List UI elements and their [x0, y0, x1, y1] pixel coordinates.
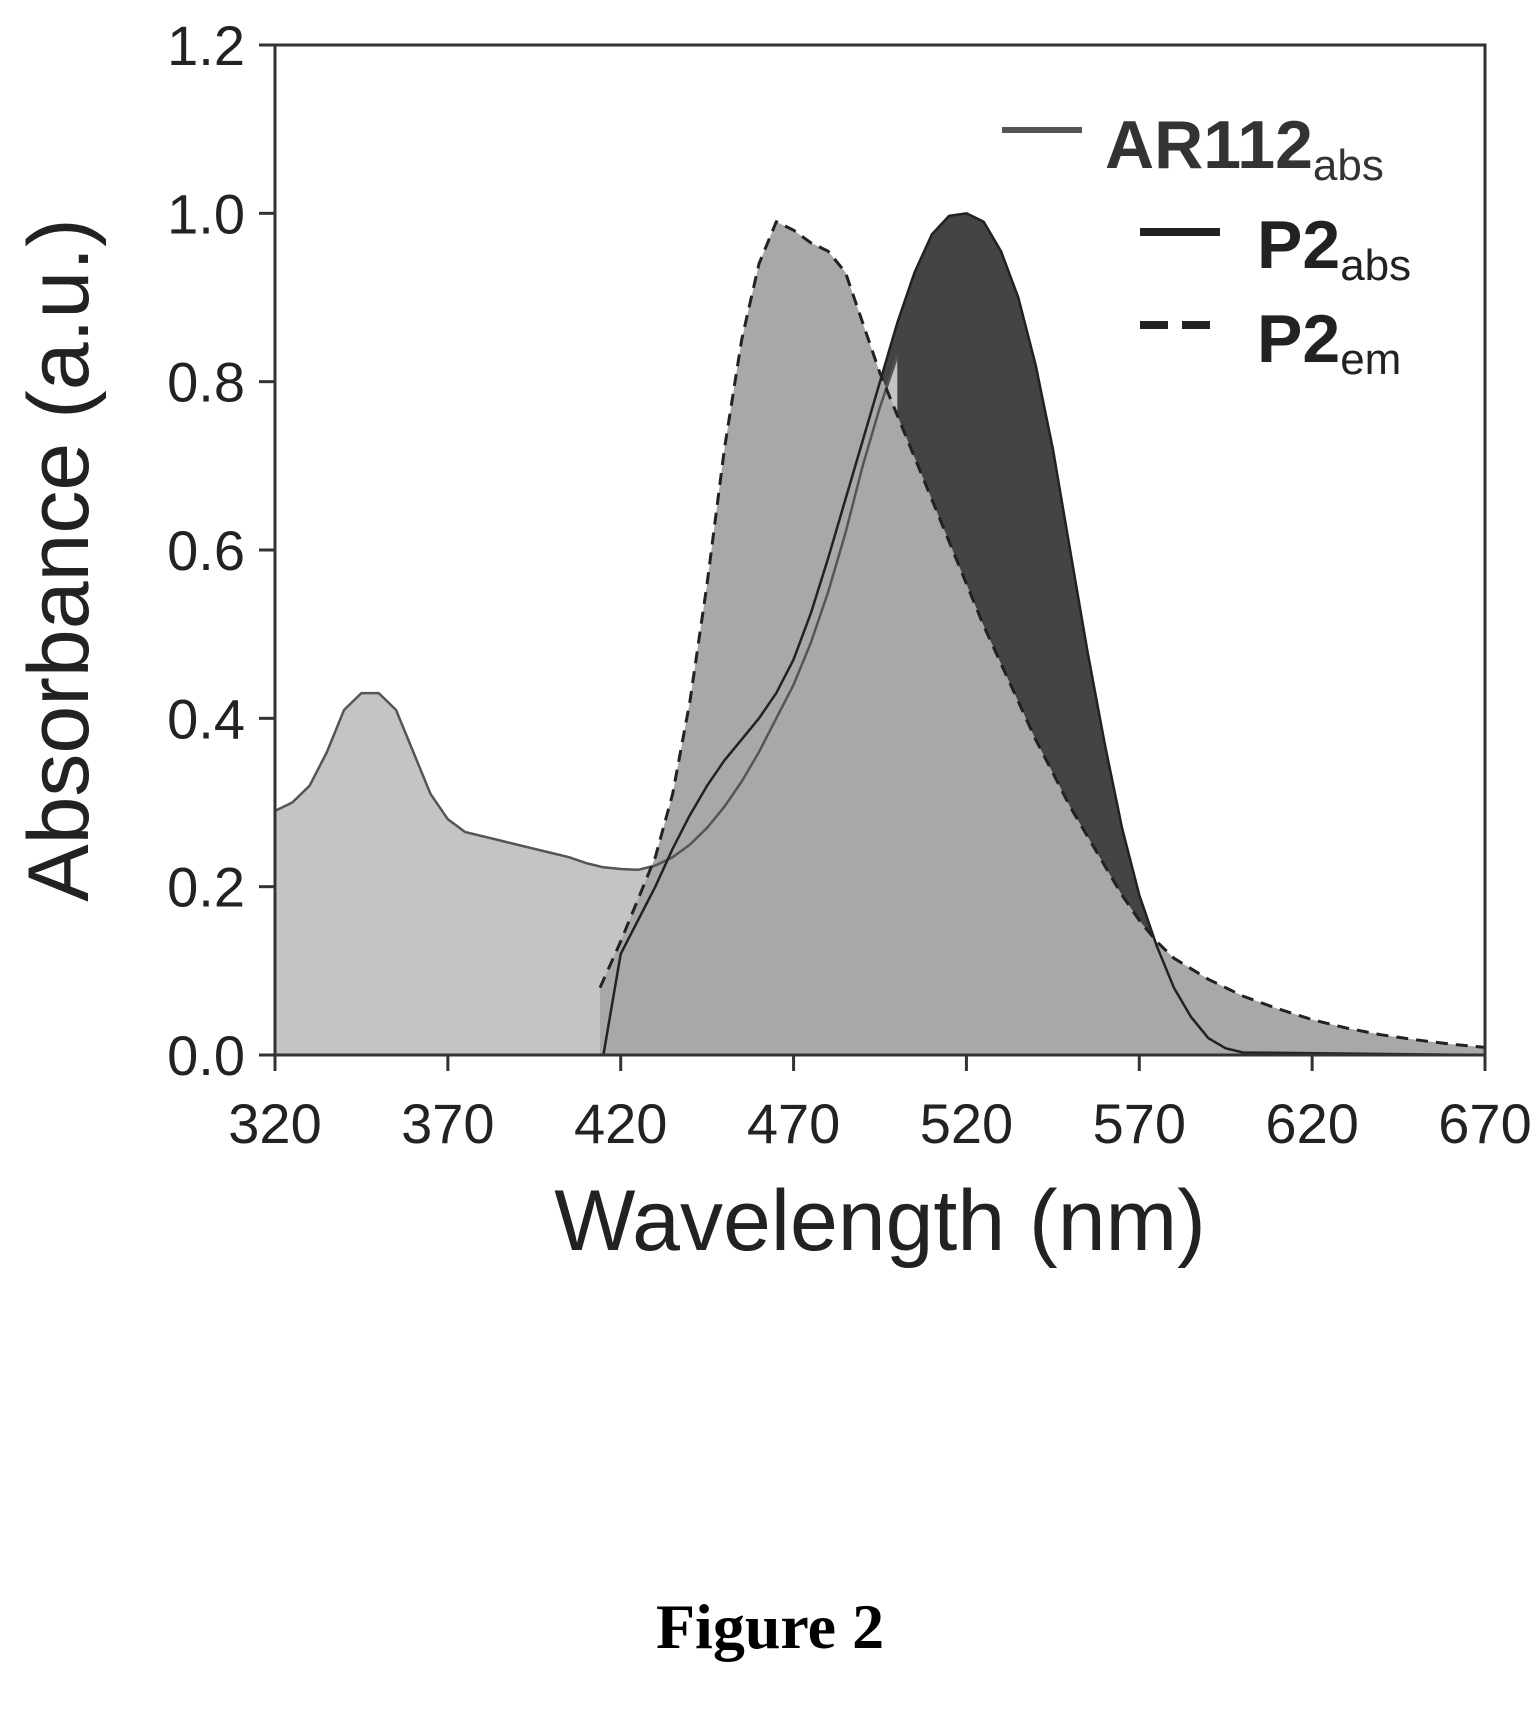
- area-p2-em: [600, 221, 1485, 1055]
- legend-name-p2: P2: [1257, 207, 1340, 283]
- figure-caption: Figure 2: [655, 1591, 885, 1662]
- y-tick-label: 0.4: [167, 687, 245, 750]
- legend-name-p2-em: P2: [1257, 301, 1340, 377]
- svg-text:P2abs: P2abs: [1257, 207, 1411, 290]
- y-tick-label: 0.2: [167, 856, 245, 919]
- x-tick-label: 470: [747, 1092, 840, 1155]
- x-tick-label: 620: [1265, 1092, 1358, 1155]
- svg-text:P2em: P2em: [1257, 301, 1401, 384]
- legend: AR112abs P2abs P2em: [1002, 107, 1411, 384]
- x-axis: 320 370 420 470 520 570 620 670: [228, 1055, 1532, 1155]
- legend-entry-p2-abs: P2abs: [1140, 207, 1411, 290]
- y-axis-label: Absorbance (a.u.): [11, 218, 107, 902]
- line-p2-abs: [275, 212, 1485, 1055]
- x-tick-label: 420: [574, 1092, 667, 1155]
- legend-name-ar112: AR112: [1105, 107, 1313, 183]
- legend-entry-p2-em: P2em: [1140, 301, 1401, 384]
- x-tick-label: 320: [228, 1092, 321, 1155]
- line-ar112-abs: [275, 355, 899, 872]
- svg-text:AR112abs: AR112abs: [1105, 107, 1384, 190]
- legend-sub-ar112-abs: abs: [1313, 141, 1384, 190]
- y-tick-label: 0.0: [167, 1024, 245, 1087]
- x-axis-label: Wavelength (nm): [554, 1173, 1206, 1269]
- legend-sub-p2-em: em: [1340, 335, 1401, 384]
- y-tick-label: 0.8: [167, 351, 245, 414]
- series-lines: [275, 212, 1485, 1055]
- x-tick-label: 520: [920, 1092, 1013, 1155]
- legend-sub-p2-abs: abs: [1340, 241, 1411, 290]
- y-tick-label: 1.0: [167, 182, 245, 245]
- x-tick-label: 570: [1093, 1092, 1186, 1155]
- line-p2-em: [598, 220, 1485, 1049]
- y-tick-label: 1.2: [167, 14, 245, 77]
- y-axis: 0.0 0.2 0.4 0.6 0.8 1.0 1.2: [167, 14, 275, 1087]
- series-fills: [275, 213, 1485, 1055]
- legend-entry-ar112-abs: AR112abs: [1002, 107, 1384, 190]
- x-tick-label: 370: [401, 1092, 494, 1155]
- y-tick-label: 0.6: [167, 519, 245, 582]
- x-tick-label: 670: [1438, 1092, 1531, 1155]
